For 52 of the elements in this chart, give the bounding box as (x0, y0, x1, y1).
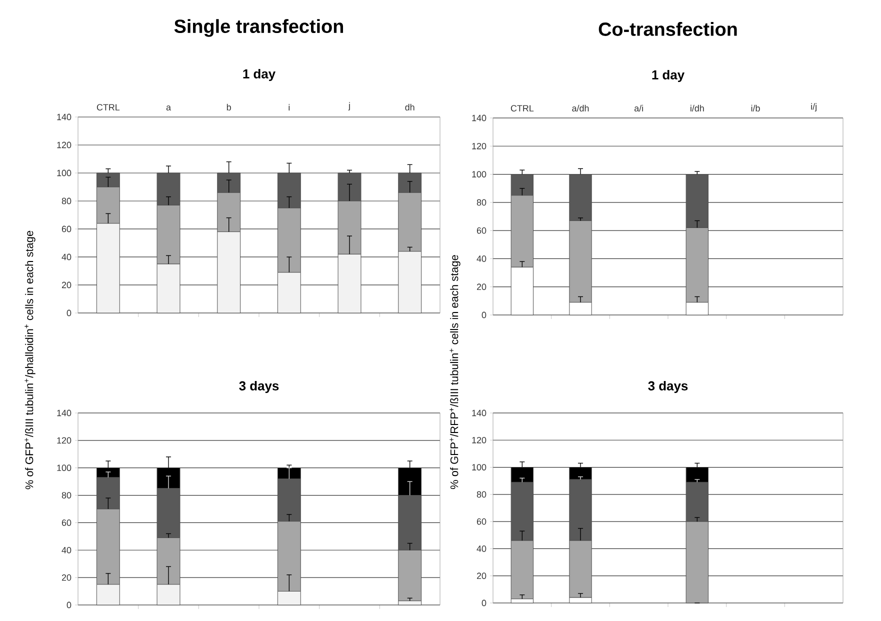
y-tick-label: 140 (472, 114, 486, 122)
y-tick-label: 80 (476, 491, 486, 498)
chart-title: 3 days (239, 380, 279, 394)
y-tick-label: 80 (62, 198, 72, 204)
x-tick-label: i (288, 104, 290, 110)
chart-title: Co-transfection (598, 22, 737, 36)
y-tick-label: 0 (482, 600, 486, 606)
y-tick-label: 0 (66, 602, 72, 608)
y-tick-label: 100 (57, 464, 72, 472)
chart-subtitle: 1 day (243, 68, 276, 82)
y-tick-label: 0 (482, 312, 486, 318)
y-axis-title: % of GFP$^{+}$/ßIII tubulin$^{+}$/phalloidin$^{+}$ cells in each stage (24, 230, 36, 490)
x-tick-label: i/dh (690, 104, 704, 112)
x-tick-label: dh (405, 104, 414, 110)
x-tick-label: j (348, 102, 350, 110)
y-tick-label: 40 (476, 256, 486, 262)
x-tick-label: b (226, 104, 231, 110)
y-tick-label: 80 (62, 492, 72, 498)
x-tick-label: i/j (811, 103, 816, 112)
y-tick-label: 120 (472, 436, 486, 444)
x-tick-label: CTRL (96, 104, 120, 110)
y-tick-label: 40 (62, 254, 72, 260)
y-tick-label: 120 (472, 142, 486, 150)
y-tick-label: 120 (57, 142, 72, 148)
y-tick-label: 100 (472, 171, 486, 178)
y-tick-label: 60 (62, 520, 72, 526)
y-tick-label: 20 (476, 284, 486, 290)
y-tick-label: 60 (476, 227, 486, 234)
chart-subtitle: 1 day (652, 70, 684, 82)
chart-title: Single transfection (174, 19, 344, 37)
y-axis-title: % of GFP$^{+}$/RFP$^{+}$/ßIII tubulin$^{+}$ cells in each stage (450, 255, 460, 489)
y-tick-label: 140 (472, 410, 486, 416)
y-tick-label: 120 (57, 437, 72, 444)
y-tick-label: 100 (472, 464, 486, 470)
x-tick-label: CTRL (510, 105, 534, 112)
y-tick-label: 20 (476, 572, 486, 580)
y-tick-label: 60 (476, 518, 486, 525)
chart-title: 3 days (648, 380, 688, 394)
y-tick-label: 0 (66, 310, 72, 316)
y-tick-label: 20 (62, 574, 72, 581)
x-tick-label: a/dh (572, 104, 589, 112)
x-tick-label: i/b (751, 104, 760, 112)
x-tick-label: a/i (634, 104, 643, 112)
y-tick-label: 40 (62, 546, 72, 554)
y-tick-label: 140 (57, 410, 72, 416)
y-tick-label: 140 (57, 114, 72, 120)
x-tick-label: a (166, 106, 171, 110)
y-tick-label: 40 (476, 546, 486, 552)
y-tick-label: 20 (62, 282, 72, 288)
y-tick-label: 100 (57, 170, 72, 176)
y-tick-label: 80 (476, 199, 486, 206)
y-tick-label: 60 (62, 226, 72, 232)
